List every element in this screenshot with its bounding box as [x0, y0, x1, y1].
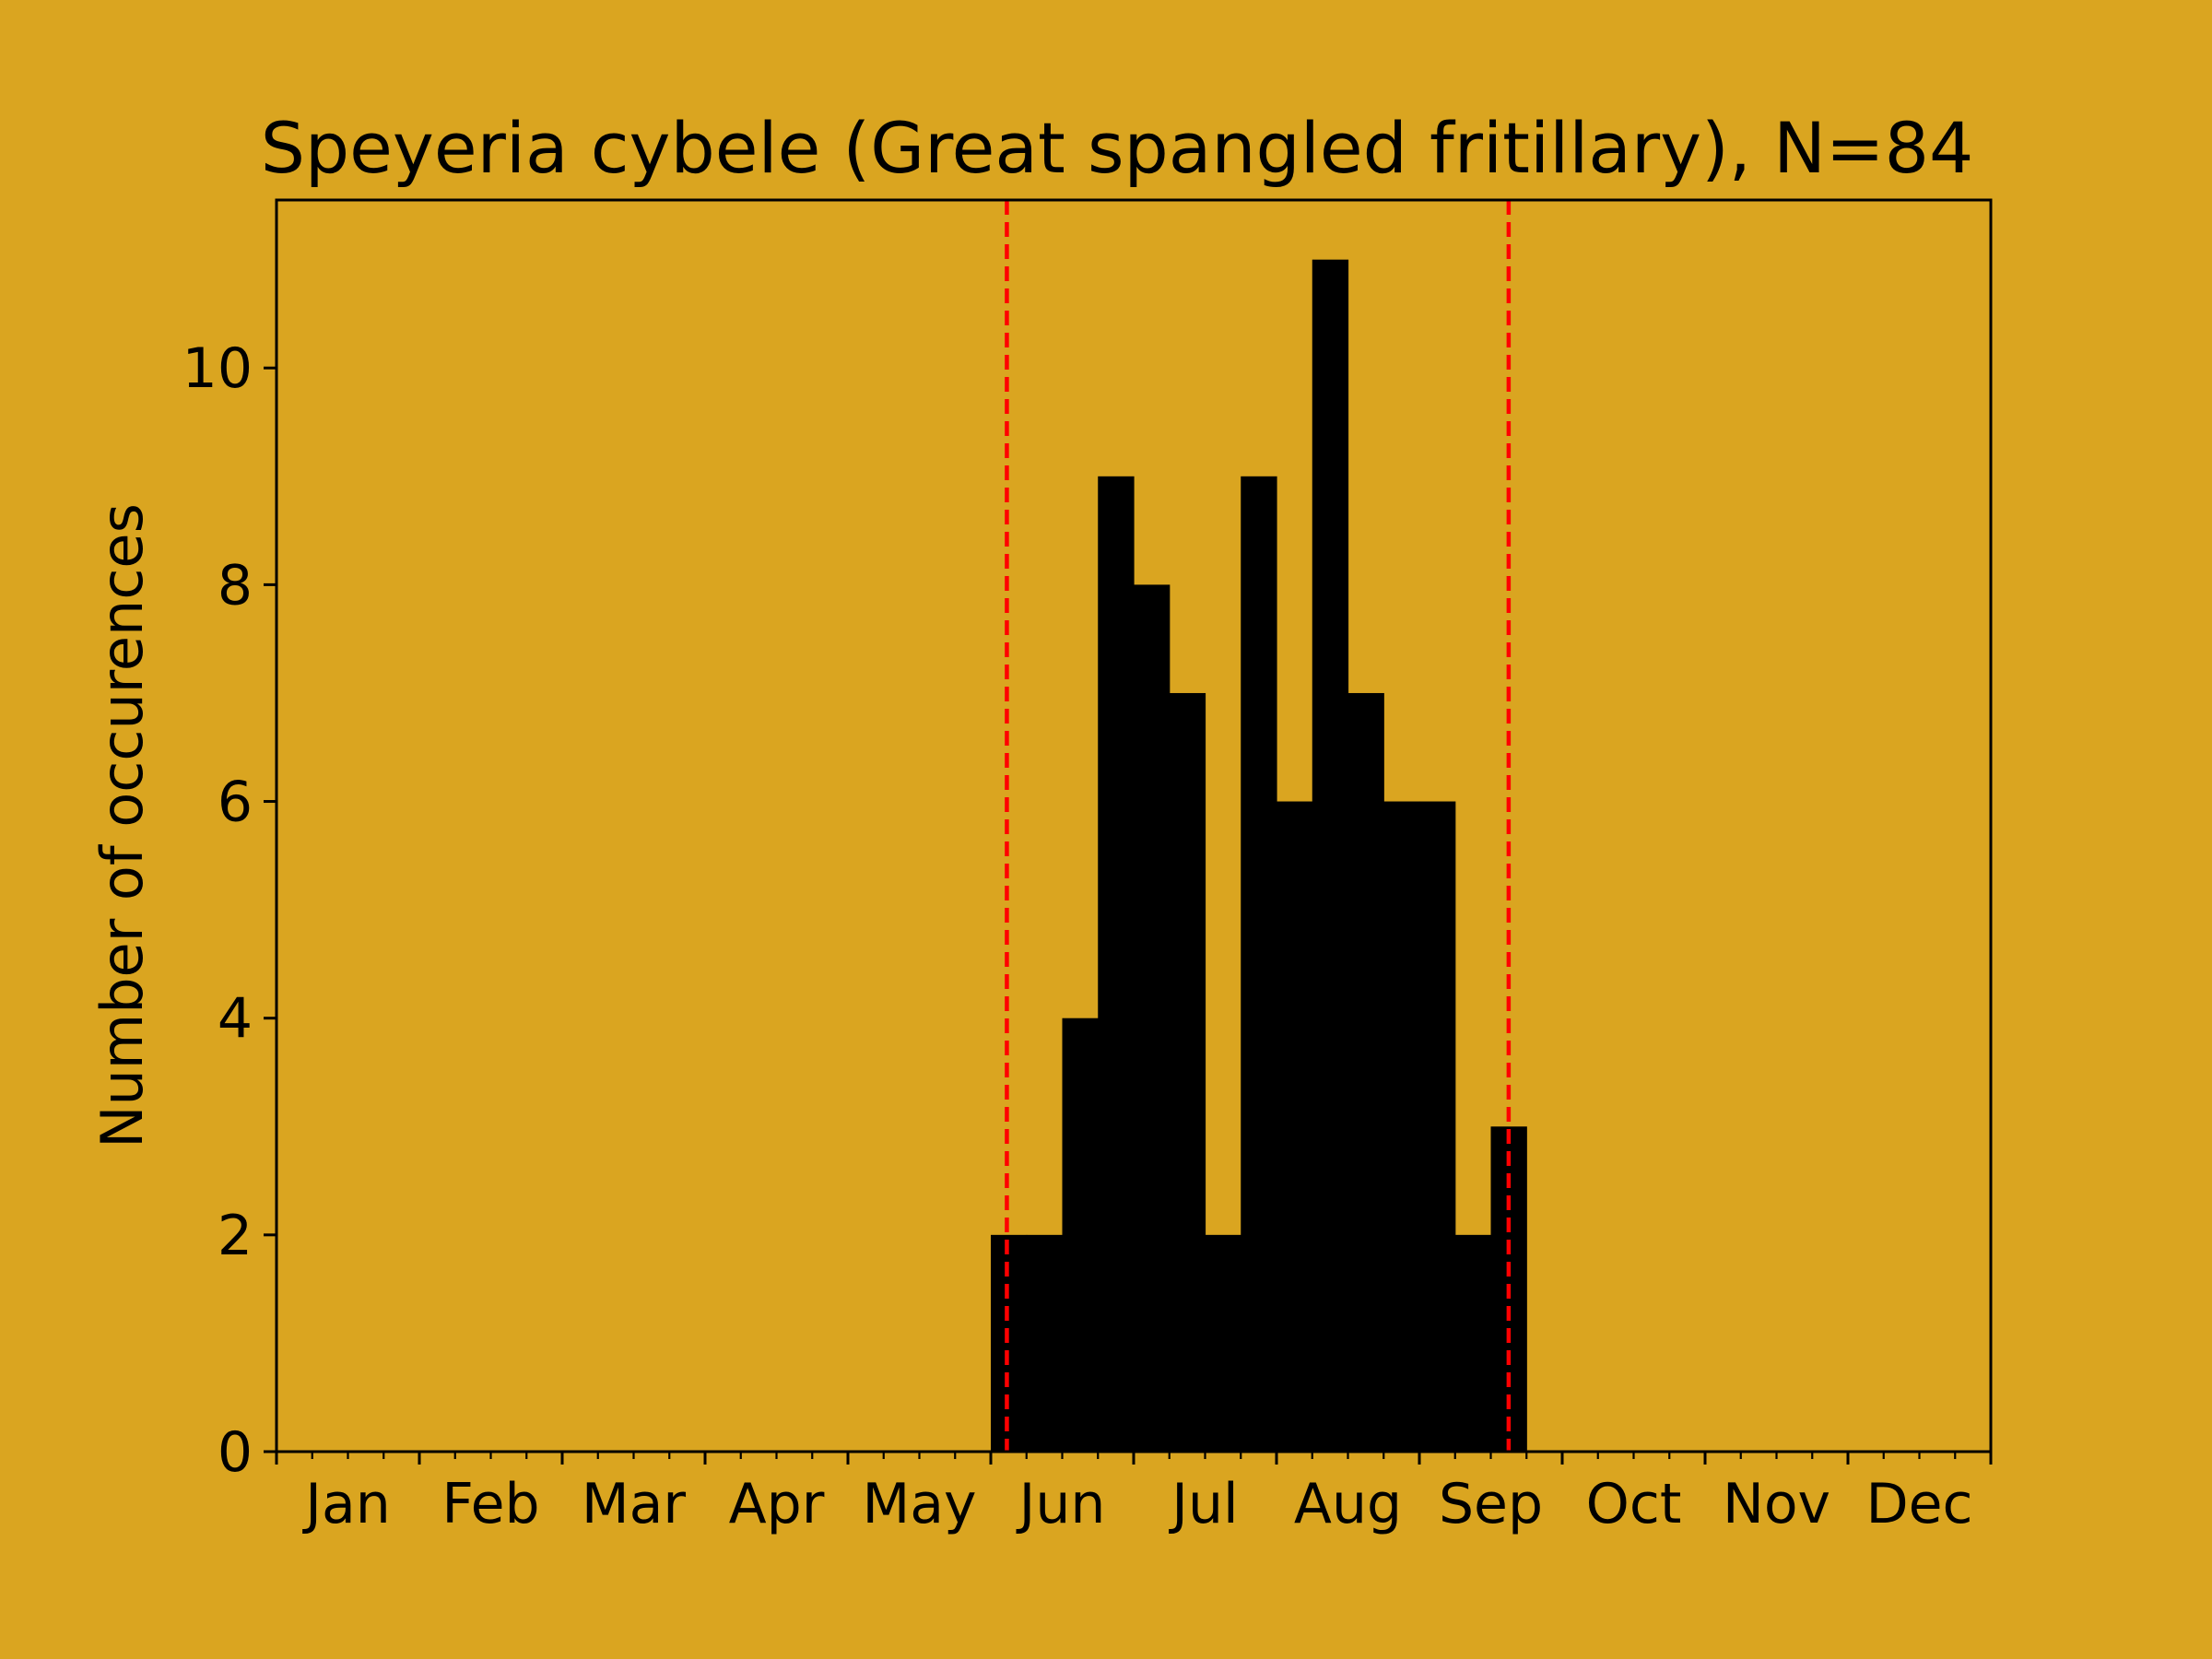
- chart-title: Speyeria cybele (Great spangled fritilla…: [261, 107, 1974, 189]
- y-tick-label: 2: [218, 1204, 253, 1268]
- bar: [1169, 692, 1206, 1452]
- x-tick-label: Feb: [441, 1472, 539, 1536]
- y-tick-label: 6: [218, 771, 253, 835]
- x-tick-label: Jun: [1016, 1472, 1106, 1536]
- bar: [1241, 476, 1277, 1453]
- bar: [1347, 692, 1384, 1452]
- bar: [1419, 801, 1456, 1452]
- bar: [1134, 584, 1171, 1452]
- bar: [1454, 1234, 1492, 1452]
- x-tick-label: Jul: [1168, 1472, 1238, 1536]
- y-tick-label: 10: [182, 336, 253, 401]
- reference-lines: [1005, 200, 1512, 1452]
- bar: [1277, 801, 1313, 1452]
- bar: [1205, 1234, 1241, 1452]
- x-tick-label: Nov: [1723, 1472, 1830, 1536]
- y-axis-label: Number of occurences: [88, 503, 156, 1148]
- x-axis: Jan Feb Mar Apr May Jun Jul Aug Sep Oct Nov Dec: [275, 1452, 1993, 1536]
- y-tick-label: 0: [218, 1420, 253, 1485]
- bar: [1062, 1018, 1099, 1452]
- bar: [1098, 476, 1135, 1453]
- x-tick-label: Oct: [1586, 1472, 1682, 1536]
- bars-group: [991, 259, 1527, 1453]
- x-tick-label: Aug: [1294, 1472, 1402, 1536]
- x-tick-label: Sep: [1439, 1472, 1543, 1536]
- y-tick-label: 8: [218, 553, 253, 618]
- bar: [1383, 801, 1420, 1452]
- bar: [1026, 1234, 1064, 1452]
- x-tick-label: Apr: [729, 1472, 825, 1536]
- x-tick-label: Dec: [1865, 1472, 1972, 1536]
- x-tick-label: Jan: [301, 1472, 391, 1536]
- y-tick-label: 4: [218, 987, 253, 1052]
- y-axis: 0 2 4 6 8 10: [182, 336, 276, 1485]
- x-tick-label: May: [862, 1472, 976, 1536]
- x-tick-label: Mar: [582, 1472, 687, 1536]
- bar: [1312, 259, 1349, 1453]
